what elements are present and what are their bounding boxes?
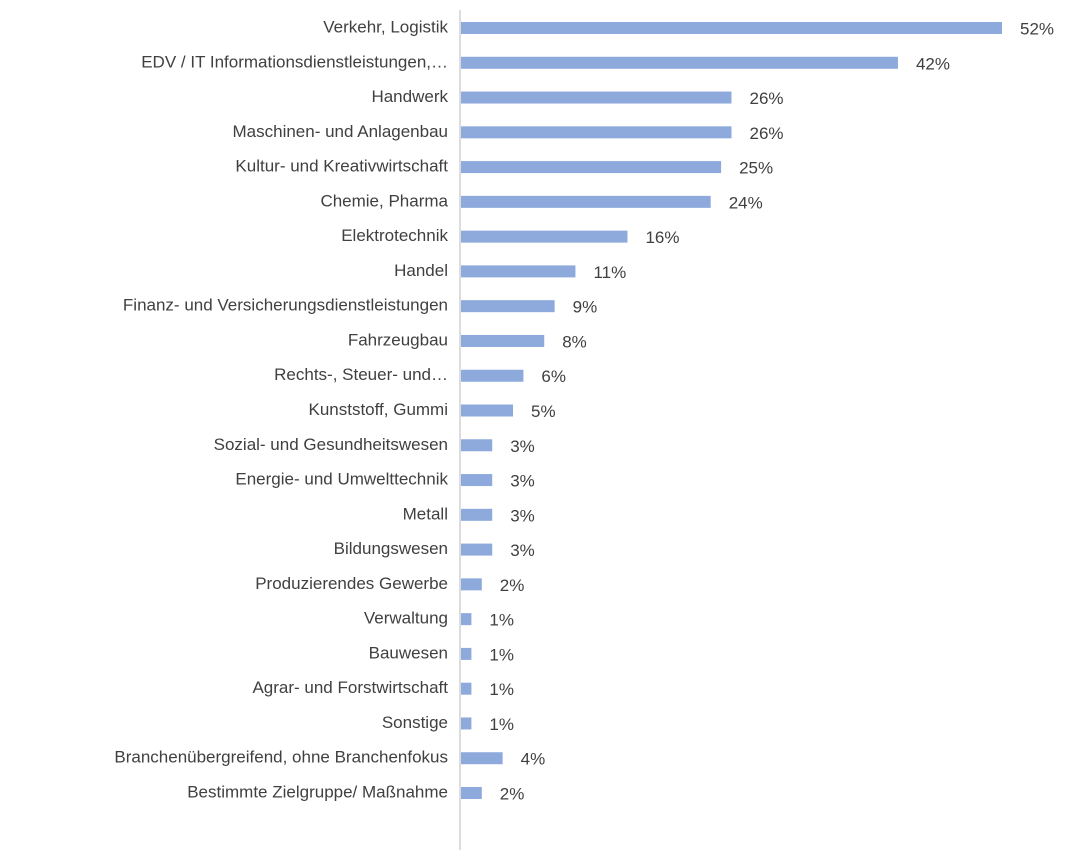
bar	[461, 334, 545, 347]
category-label: Bildungswesen	[334, 539, 448, 558]
category-label: Verkehr, Logistik	[323, 17, 448, 36]
data-label: 5%	[531, 402, 556, 421]
bar	[461, 161, 722, 174]
bar	[461, 508, 493, 521]
bar	[461, 543, 493, 556]
data-label: 3%	[510, 437, 535, 456]
data-label: 3%	[510, 506, 535, 525]
data-label: 2%	[500, 576, 525, 595]
data-label: 8%	[562, 332, 587, 351]
category-label: Handel	[394, 261, 448, 280]
bar	[461, 717, 472, 730]
bar	[461, 91, 732, 104]
category-label: Maschinen- und Anlagenbau	[233, 122, 449, 141]
category-label: Bestimmte Zielgruppe/ Maßnahme	[187, 782, 448, 801]
bar	[461, 578, 482, 591]
category-label: Bauwesen	[369, 643, 448, 662]
bar	[461, 752, 503, 765]
bar	[461, 265, 576, 278]
data-label: 24%	[729, 193, 763, 212]
data-label: 26%	[750, 89, 784, 108]
category-label: Kunststoff, Gummi	[308, 400, 448, 419]
category-label: Finanz- und Versicherungsdienstleistunge…	[123, 296, 448, 315]
category-label: Verwaltung	[364, 609, 448, 628]
bar	[461, 439, 493, 452]
category-label: Chemie, Pharma	[320, 191, 448, 210]
category-label: Rechts-, Steuer- und…	[274, 365, 448, 384]
bar	[461, 195, 711, 208]
data-label: 9%	[573, 298, 598, 317]
data-label: 4%	[521, 750, 546, 769]
category-label: Fahrzeugbau	[348, 330, 448, 349]
category-label: Metall	[403, 504, 448, 523]
bar	[461, 682, 472, 695]
category-label: Agrar- und Forstwirtschaft	[252, 678, 448, 697]
bar	[461, 404, 514, 417]
category-label: Sozial- und Gesundheitswesen	[214, 435, 448, 454]
category-label: Kultur- und Kreativwirtschaft	[235, 157, 448, 176]
bar	[461, 474, 493, 487]
bar	[461, 787, 482, 799]
data-label: 2%	[500, 784, 525, 803]
bar	[461, 647, 472, 660]
bar	[461, 22, 1002, 34]
bar	[461, 126, 732, 139]
bar	[461, 300, 555, 313]
category-label: EDV / IT Informationsdienstleistungen,…	[141, 52, 448, 71]
bar	[461, 613, 472, 626]
data-label: 3%	[510, 472, 535, 491]
category-label: Produzierendes Gewerbe	[255, 574, 448, 593]
category-label: Energie- und Umwelttechnik	[235, 470, 448, 489]
data-label: 1%	[489, 611, 514, 630]
data-label: 26%	[750, 124, 784, 143]
data-label: 1%	[489, 680, 514, 699]
category-label: Elektrotechnik	[341, 226, 448, 245]
data-label: 11%	[593, 263, 626, 282]
bar	[461, 230, 628, 243]
data-label: 16%	[645, 228, 679, 247]
data-label: 42%	[916, 54, 950, 73]
data-label: 25%	[739, 159, 773, 178]
bar	[461, 369, 524, 382]
data-label: 3%	[510, 541, 535, 560]
data-label: 6%	[541, 367, 566, 386]
data-label: 1%	[489, 715, 514, 734]
bar	[461, 56, 898, 69]
data-label: 52%	[1020, 19, 1054, 38]
category-label: Branchenübergreifend, ohne Branchenfokus	[114, 748, 448, 767]
category-label: Sonstige	[382, 713, 448, 732]
category-label: Handwerk	[371, 87, 448, 106]
data-label: 1%	[489, 645, 514, 664]
